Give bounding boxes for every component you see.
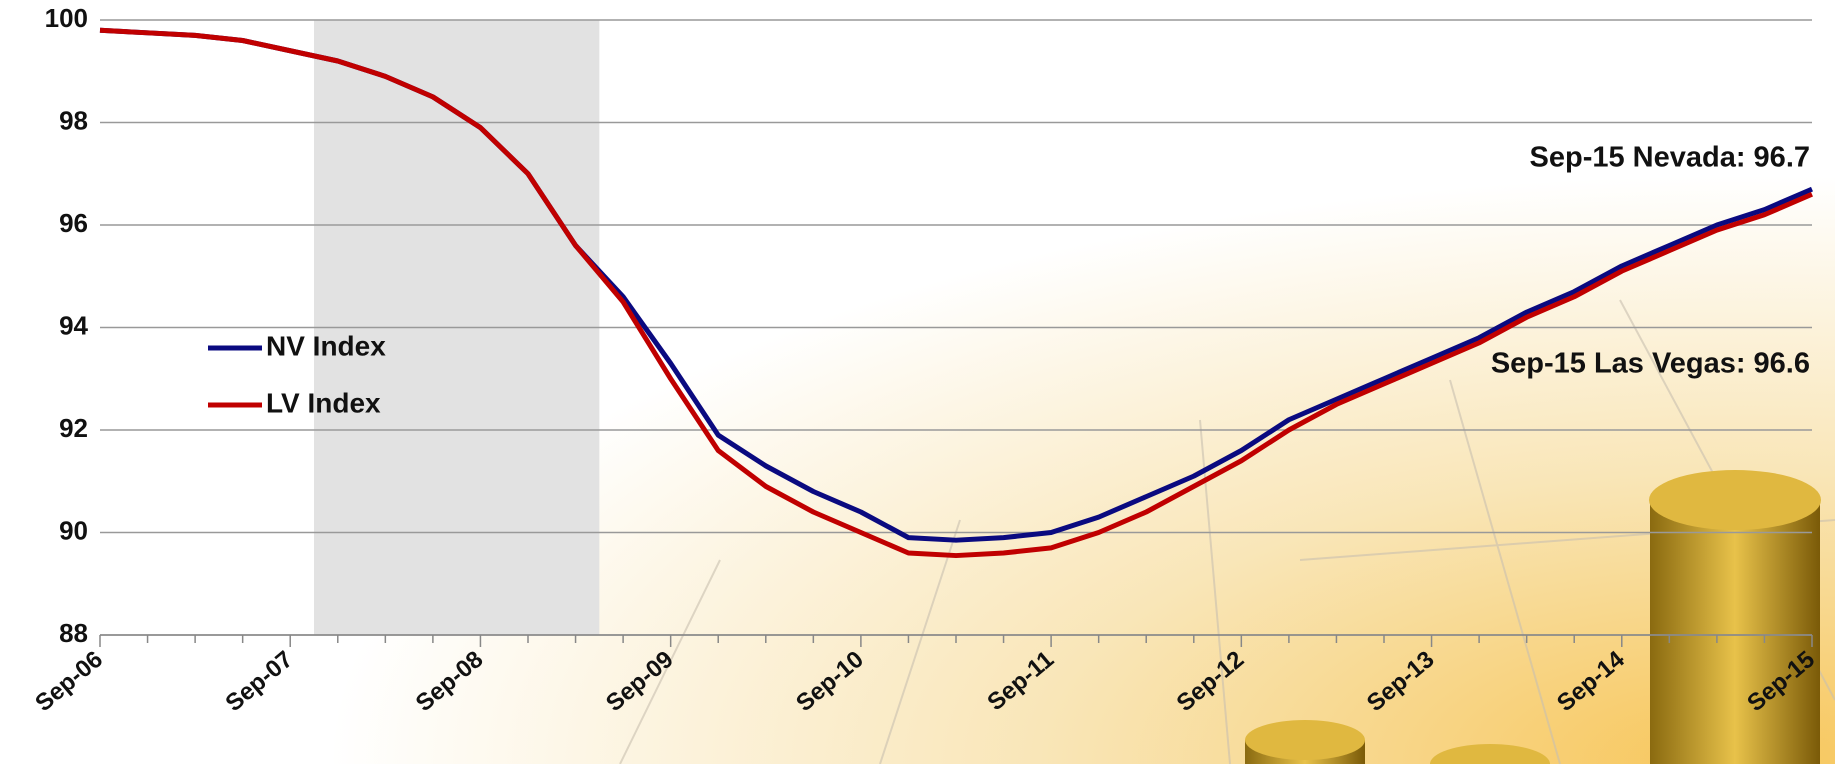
y-tick-label: 90: [59, 515, 88, 545]
legend-label: LV Index: [266, 387, 381, 418]
y-tick-label: 94: [59, 310, 88, 340]
legend-label: NV Index: [266, 330, 386, 361]
y-tick-label: 92: [59, 413, 88, 443]
y-tick-label: 100: [45, 3, 88, 33]
y-tick-label: 98: [59, 105, 88, 135]
y-tick-label: 88: [59, 618, 88, 648]
line-series: [99, 27, 1813, 559]
y-tick-label: 96: [59, 208, 88, 238]
annotation: Sep-15 Las Vegas: 96.6: [1491, 348, 1810, 380]
coin-stacks: [1245, 470, 1821, 764]
annotation: Sep-15 Nevada: 96.7: [1530, 142, 1810, 174]
